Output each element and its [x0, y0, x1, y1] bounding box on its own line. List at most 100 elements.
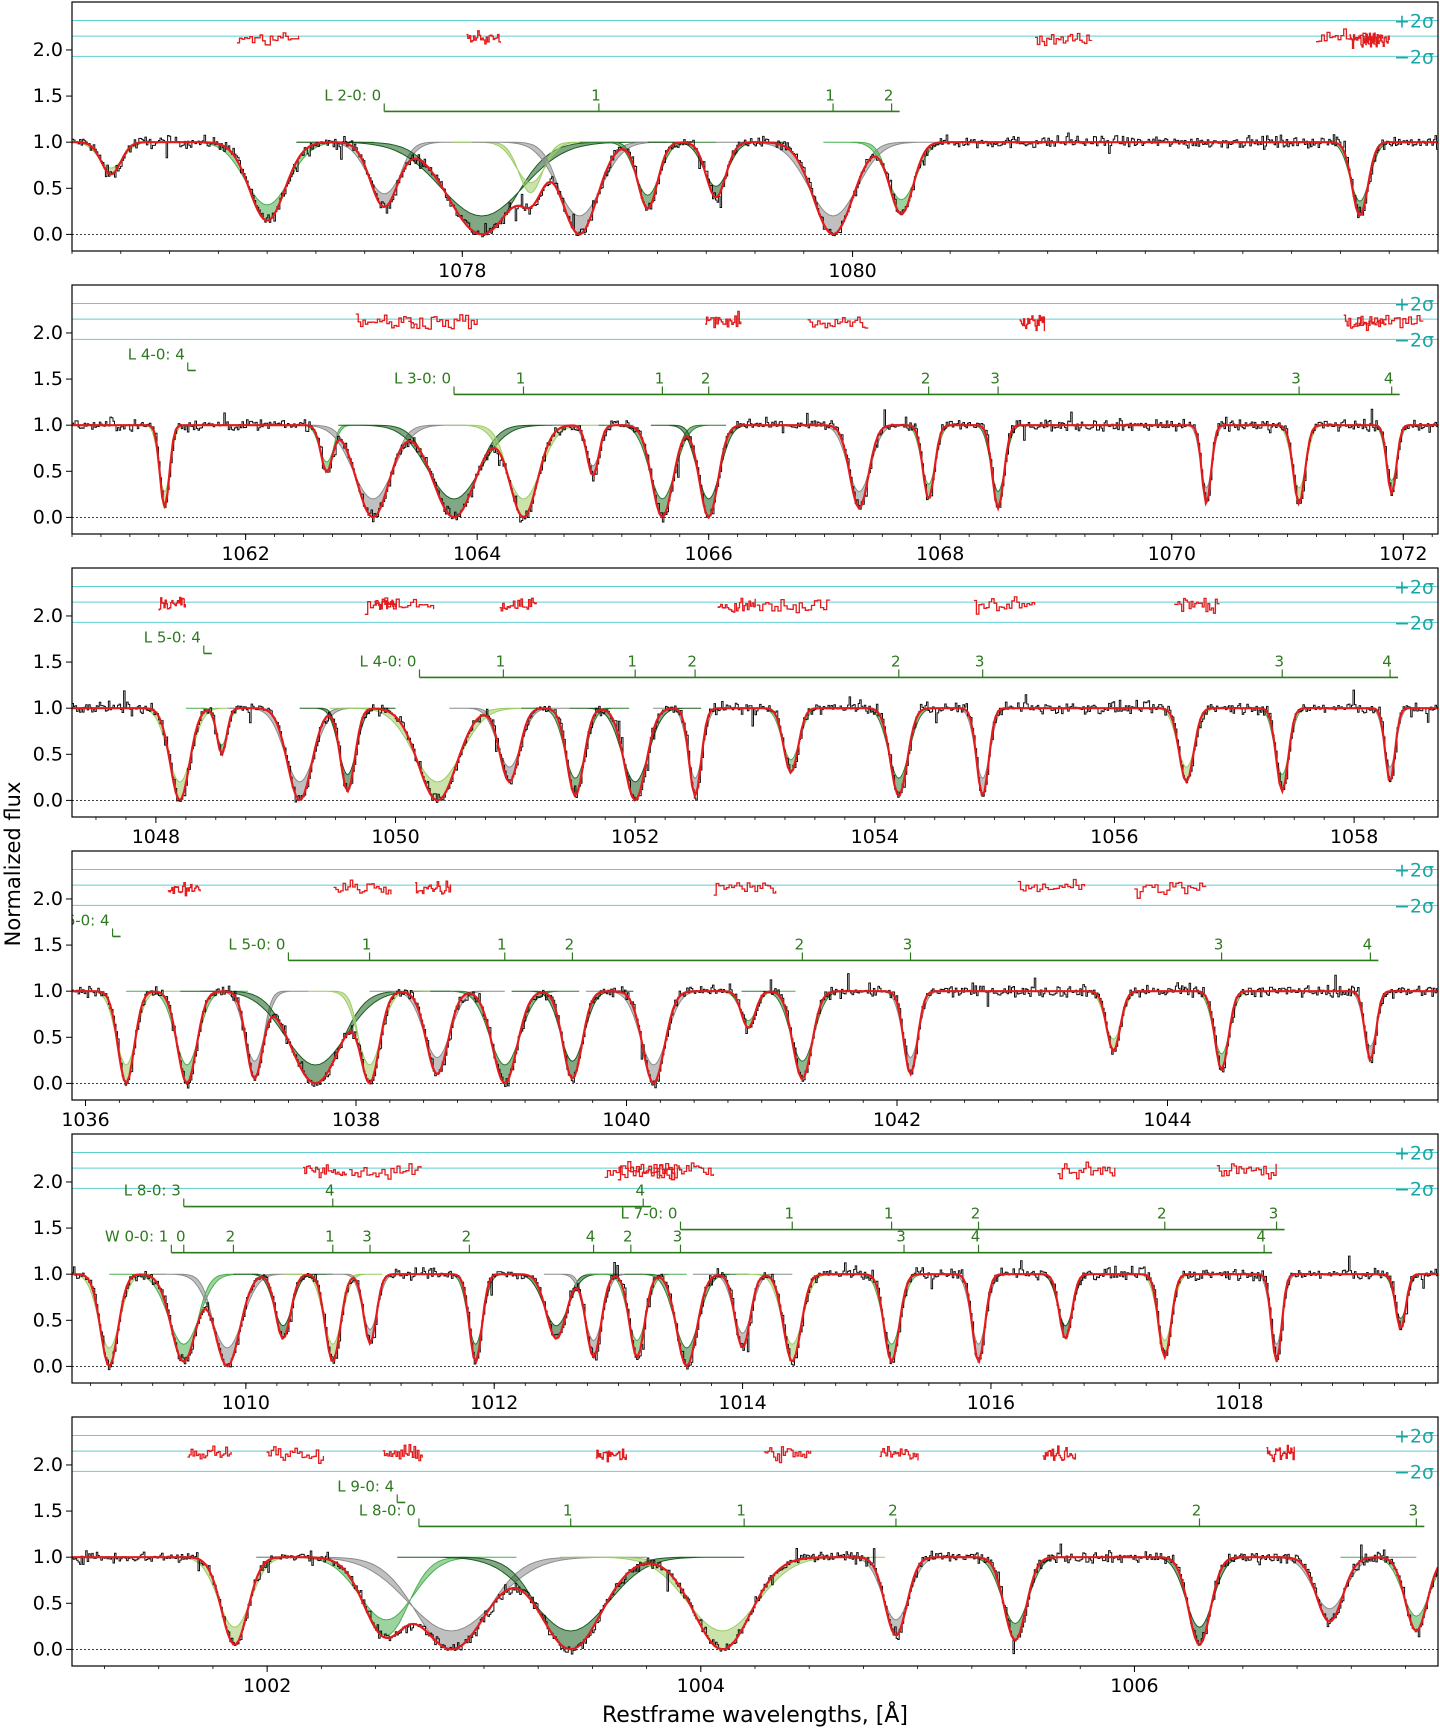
line-id-label: 1: [884, 1205, 894, 1223]
component-profile-15: [1354, 707, 1426, 784]
line-id-label: 1: [362, 935, 372, 953]
model-fit: [72, 1273, 1438, 1369]
line-id-label: 4: [325, 1182, 335, 1200]
line-id-label: 3: [673, 1228, 683, 1246]
line-id-label: 4: [635, 1182, 645, 1200]
line-id-label: 2: [701, 369, 711, 387]
line-id-label: 3: [362, 1228, 372, 1246]
residual-segment: [382, 1444, 423, 1462]
y-tick-label: 0.0: [33, 1355, 63, 1377]
x-tick-label: 1072: [1379, 543, 1427, 565]
component-profile-1: [72, 990, 181, 1085]
line-id-label: 2: [462, 1228, 472, 1246]
y-tick-label: 2.0: [33, 39, 63, 61]
panel-frame: [71, 284, 1439, 535]
line-id-label: 2: [226, 1228, 236, 1246]
line-id-label: L 5-0: 4: [144, 628, 201, 646]
x-tick-label: 1004: [677, 1675, 725, 1697]
line-id-label: 1: [825, 86, 835, 104]
x-tick-label: 1038: [332, 1109, 380, 1131]
observed-spectrum: [72, 1543, 1438, 1655]
line-id-label: 3: [1214, 935, 1224, 953]
component-profile-4: [397, 1556, 745, 1650]
panel-3: L 5-0: 4 L 4-0: 0 1 1 2 2 3 3 4 0.0 0.5 1.0 1.5 2.0 10…: [33, 567, 1439, 848]
panel-2: L 4-0: 4 L 3-0: 0 1 1 2 2 3 3 4 0.0 0.5 1.0 1.5 2.0 10…: [33, 284, 1439, 565]
y-tick-label: 1.5: [33, 368, 63, 390]
component-profile-11: [1301, 141, 1419, 217]
x-tick-label: 1042: [873, 1109, 921, 1131]
line-id-label: 2: [921, 369, 931, 387]
line-id-label: L 6-0: 4: [53, 911, 110, 929]
y-tick-label: 0.5: [33, 1026, 63, 1048]
component-profile-4: [180, 990, 451, 1084]
y-tick-label: 1.0: [33, 414, 63, 436]
component-profile-18: [1239, 1273, 1314, 1363]
y-tick-label: 0.0: [33, 789, 63, 811]
residual-segment: [333, 879, 392, 895]
line-id-label: 4: [1382, 652, 1392, 670]
residual-segment: [303, 1164, 347, 1179]
residual-segment: [1349, 32, 1376, 49]
y-tick-label: 1.5: [33, 85, 63, 107]
x-tick-label: 1036: [61, 1109, 109, 1131]
line-id-label: 2: [1157, 1205, 1167, 1223]
component-profile-13: [736, 1273, 849, 1363]
residual-segment: [466, 30, 502, 45]
residual-segment: [266, 1446, 325, 1465]
component-profile-6: [552, 424, 634, 477]
residual-segment: [1134, 881, 1207, 899]
y-axis-label: Normalized flux: [1, 782, 25, 947]
x-tick-label: 1058: [1330, 826, 1378, 848]
line-id-label: 1: [516, 369, 526, 387]
sigma-minus-label: −2σ: [1394, 46, 1434, 68]
y-tick-label: 1.0: [33, 980, 63, 1002]
component-profile-7: [579, 141, 716, 210]
y-tick-label: 0.0: [33, 1638, 63, 1660]
x-tick-label: 1010: [222, 1392, 270, 1414]
observed-spectrum: [72, 689, 1438, 803]
line-id-label: L 8-0: 0: [359, 1501, 416, 1519]
line-id-label: L 8-0: 3: [124, 1182, 181, 1200]
line-id-label: 2: [623, 1228, 633, 1246]
y-tick-label: 1.0: [33, 697, 63, 719]
residual-segment: [1035, 32, 1093, 47]
line-id-label: 2: [687, 652, 697, 670]
model-fit: [72, 424, 1438, 520]
residual-segment: [1216, 1163, 1277, 1180]
x-tick-label: 1070: [1148, 543, 1196, 565]
component-profile-7: [939, 1556, 1092, 1641]
y-tick-label: 1.5: [33, 934, 63, 956]
panel-frame: [71, 1, 1439, 252]
line-id-label: 2: [795, 935, 805, 953]
panel-frame: [71, 1133, 1439, 1384]
sigma-minus-label: −2σ: [1394, 895, 1434, 917]
component-profile-7: [430, 990, 580, 1084]
component-profile-5: [559, 1556, 886, 1650]
component-profile-14: [1240, 707, 1325, 793]
panel-plot-area: L 5-0: 4 L 4-0: 0 1 1 2 2 3 3 4: [72, 585, 1438, 803]
residual-segment: [158, 596, 186, 611]
y-tick-label: 1.0: [33, 131, 63, 153]
panel-plot-area: L 2-0: 0 1 1 2: [72, 19, 1438, 238]
component-profile-12: [1171, 424, 1242, 505]
x-tick-label: 1040: [602, 1109, 650, 1131]
component-profile-9: [585, 990, 722, 1084]
x-tick-label: 1056: [1090, 826, 1138, 848]
residual-segment: [595, 1448, 627, 1463]
y-tick-label: 2.0: [33, 888, 63, 910]
model-fit: [72, 1556, 1438, 1651]
line-id-label: 4: [1384, 369, 1394, 387]
component-profile-15: [1329, 990, 1411, 1062]
residual-segment: [499, 597, 537, 612]
y-tick-label: 0.5: [33, 743, 63, 765]
line-id-label: L 2-0: 0: [324, 86, 381, 104]
sigma-minus-label: −2σ: [1394, 612, 1434, 634]
residual-segment: [764, 1446, 812, 1464]
line-id-label: 1: [591, 86, 601, 104]
residual-segment: [167, 881, 201, 897]
residual-segment: [1266, 1444, 1295, 1463]
residual-segment: [713, 882, 777, 896]
line-id-label: L 9-0: 4: [337, 1477, 394, 1495]
component-profile-6: [449, 707, 570, 783]
